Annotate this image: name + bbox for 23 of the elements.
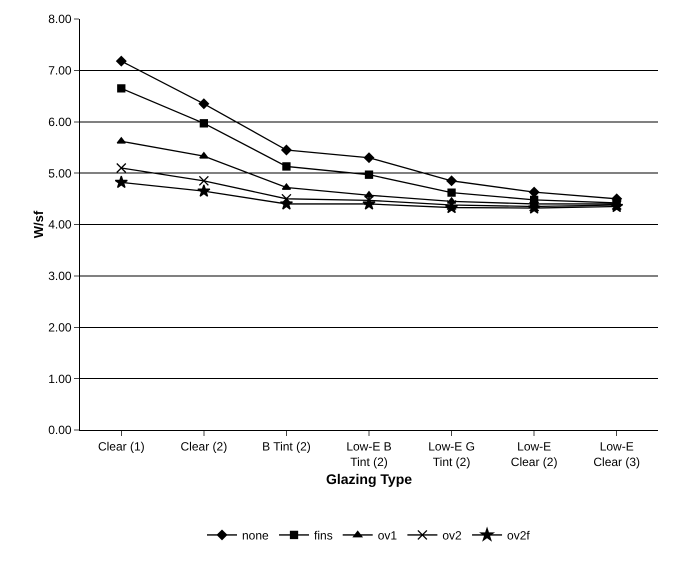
- y-tick-label: 2.00: [48, 320, 72, 334]
- x-tick-label: Low-E Clear (2): [510, 439, 558, 469]
- x-tick-label: Low-E Clear (3): [593, 439, 640, 469]
- x-tick-label: Clear (2): [180, 439, 228, 454]
- x-tick-label: Low-E B Tint (2): [346, 439, 392, 469]
- y-tick-label: 7.00: [48, 64, 72, 78]
- legend-label: ov2: [442, 528, 462, 543]
- y-tick-label: 5.00: [48, 166, 72, 180]
- y-tick-label: 1.00: [48, 372, 72, 386]
- x-tick-label: Clear (1): [98, 439, 145, 454]
- legend-label: ov2f: [507, 528, 530, 543]
- y-tick-label: 4.00: [48, 218, 72, 232]
- legend-label: ov1: [378, 528, 398, 543]
- x-axis-title: Glazing Type: [326, 471, 412, 487]
- y-tick-label: 8.00: [48, 12, 72, 26]
- y-axis-title: W/sf: [31, 210, 46, 238]
- x-tick-label: Low-E G Tint (2): [428, 439, 475, 469]
- legend-label: fins: [314, 528, 333, 543]
- x-tick-label: B Tint (2): [262, 439, 311, 454]
- y-tick-label: 3.00: [48, 269, 72, 284]
- y-tick-label: 0.00: [48, 423, 72, 438]
- y-tick-label: 6.00: [48, 114, 72, 129]
- legend-label: none: [242, 528, 270, 543]
